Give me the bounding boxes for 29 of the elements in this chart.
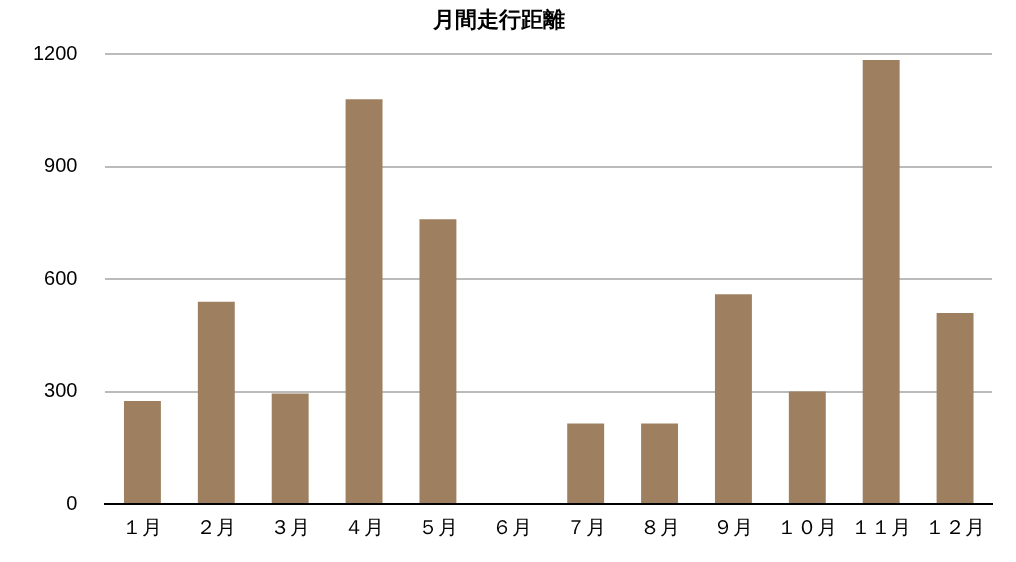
bar [641,423,679,503]
y-tick-label: 600 [44,266,78,289]
x-tick-label: １１月 [851,515,912,538]
x-tick-label: １月 [122,515,163,538]
chart-title: 月間走行距離 [431,7,565,33]
x-tick-label: ９月 [713,515,754,538]
y-tick-label: 300 [44,379,78,402]
x-tick-label: ８月 [639,515,680,538]
x-tick-label: １２月 [925,515,986,538]
bar [714,294,752,503]
bar [936,312,974,503]
bar [788,391,826,503]
x-tick-label: ６月 [491,515,532,538]
bar [345,99,383,503]
bar [271,393,309,503]
y-tick-label: 0 [66,491,78,514]
x-tick-label: ５月 [417,515,458,538]
bar [123,400,161,503]
bar [197,301,235,503]
x-tick-label: １０月 [777,515,838,538]
x-tick-label: ２月 [196,515,237,538]
y-tick-label: 900 [44,154,78,177]
y-tick-label: 1200 [32,41,78,64]
x-tick-label: ３月 [270,515,311,538]
bar [419,219,457,503]
x-tick-label: ７月 [565,515,606,538]
bar [862,60,900,503]
bar [567,423,605,503]
x-tick-label: ４月 [344,515,385,538]
